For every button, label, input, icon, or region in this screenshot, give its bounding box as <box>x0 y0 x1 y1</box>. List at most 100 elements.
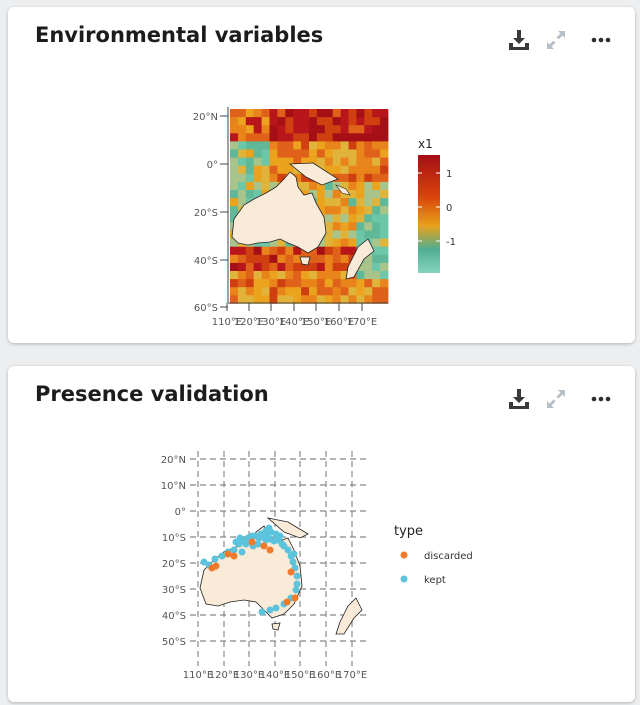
raster-cell <box>372 271 381 280</box>
raster-cell <box>277 133 286 142</box>
raster-cell <box>364 133 373 142</box>
raster-cell <box>372 125 381 134</box>
raster-cell <box>285 141 294 150</box>
raster-cell <box>237 287 247 296</box>
raster-cell <box>293 133 302 142</box>
env-lon-tick-label: 140°E <box>279 317 309 328</box>
raster-cell <box>372 190 381 199</box>
raster-cell <box>277 246 286 256</box>
raster-cell <box>364 149 373 158</box>
raster-cell <box>277 295 286 304</box>
card-title: Presence validation <box>35 382 269 406</box>
raster-cell <box>253 109 262 118</box>
raster-cell <box>324 238 334 248</box>
raster-cell <box>356 141 365 150</box>
raster-cell <box>380 271 389 280</box>
raster-cell <box>324 254 334 264</box>
raster-cell <box>245 295 255 304</box>
kept-point <box>218 552 226 560</box>
raster-cell <box>364 109 373 118</box>
env-variables-card: Environmental variables <box>8 7 635 343</box>
raster-cell <box>364 165 373 175</box>
presence-points <box>200 524 301 616</box>
raster-cell <box>293 109 302 118</box>
raster-cell <box>285 149 294 158</box>
raster-cell <box>332 165 341 175</box>
raster-cell <box>356 262 365 272</box>
presence-lon-tick-label: 170°E <box>337 670 367 681</box>
raster-cell <box>348 246 357 256</box>
presence-lat-tick-label: 30°S <box>162 585 186 596</box>
presence-lat-tick-label: 10°N <box>161 481 186 492</box>
download-icon <box>509 30 529 50</box>
more-options-button[interactable] <box>588 386 614 412</box>
raster-cell <box>253 117 262 126</box>
raster-cell <box>237 198 247 207</box>
expand-button[interactable] <box>543 27 569 53</box>
download-button[interactable] <box>506 386 532 412</box>
raster-cell <box>380 133 389 142</box>
raster-cell <box>340 198 349 207</box>
raster-cell <box>301 262 310 272</box>
raster-cell <box>324 165 334 175</box>
raster-cell <box>269 295 278 304</box>
raster-cell <box>364 206 373 215</box>
raster-cell <box>237 279 247 288</box>
raster-cell <box>285 133 294 142</box>
raster-cell <box>364 287 373 296</box>
raster-cell <box>348 125 357 134</box>
raster-cell <box>380 287 389 296</box>
raster-cell <box>316 206 326 215</box>
raster-cell <box>253 165 262 175</box>
more-options-button[interactable] <box>588 27 614 53</box>
raster-cell <box>356 295 365 304</box>
env-lon-tick-label: 170°E <box>347 317 377 328</box>
raster-cell <box>316 246 326 256</box>
expand-button[interactable] <box>543 386 569 412</box>
raster-cell <box>230 246 239 256</box>
raster-cell <box>372 230 381 239</box>
raster-cell <box>380 222 389 231</box>
raster-cell <box>324 287 334 296</box>
raster-cell <box>293 287 302 296</box>
raster-cell <box>324 279 334 288</box>
raster-cell <box>237 133 247 142</box>
download-button[interactable] <box>506 27 532 53</box>
raster-cell <box>348 141 357 150</box>
legend-discarded-label: discarded <box>424 551 473 562</box>
raster-cell <box>253 141 262 150</box>
raster-cell <box>340 254 349 264</box>
raster-cell <box>356 109 365 118</box>
raster-cell <box>237 262 247 272</box>
raster-cell <box>237 157 247 167</box>
raster-cell <box>261 149 270 158</box>
kept-point <box>232 538 240 546</box>
raster-cell <box>380 198 389 207</box>
raster-cell <box>245 125 255 134</box>
raster-cell <box>348 295 357 304</box>
raster-cell <box>324 222 334 231</box>
raster-cell <box>348 117 357 126</box>
expand-icon <box>547 390 565 408</box>
raster-cell <box>324 190 334 199</box>
raster-cell <box>324 246 334 256</box>
raster-cell <box>356 173 365 183</box>
raster-cell <box>285 262 294 272</box>
raster-cell <box>285 125 294 134</box>
raster-cell <box>364 198 373 207</box>
presence-lat-tick-label: 20°S <box>162 559 186 570</box>
env-lat-labels: 20°N 0° 20°S 40°S 60°S <box>193 112 228 314</box>
raster-cell <box>261 141 270 150</box>
raster-cell <box>324 181 334 191</box>
raster-cell <box>364 262 373 272</box>
raster-cell <box>277 271 286 280</box>
raster-cell <box>245 141 255 150</box>
raster-cell <box>230 262 239 272</box>
raster-cell <box>309 271 318 280</box>
raster-cell <box>364 190 373 199</box>
raster-cell <box>261 295 270 304</box>
raster-cell <box>340 222 349 231</box>
kept-point <box>230 546 238 554</box>
raster-cell <box>372 287 381 296</box>
raster-cell <box>277 279 286 288</box>
